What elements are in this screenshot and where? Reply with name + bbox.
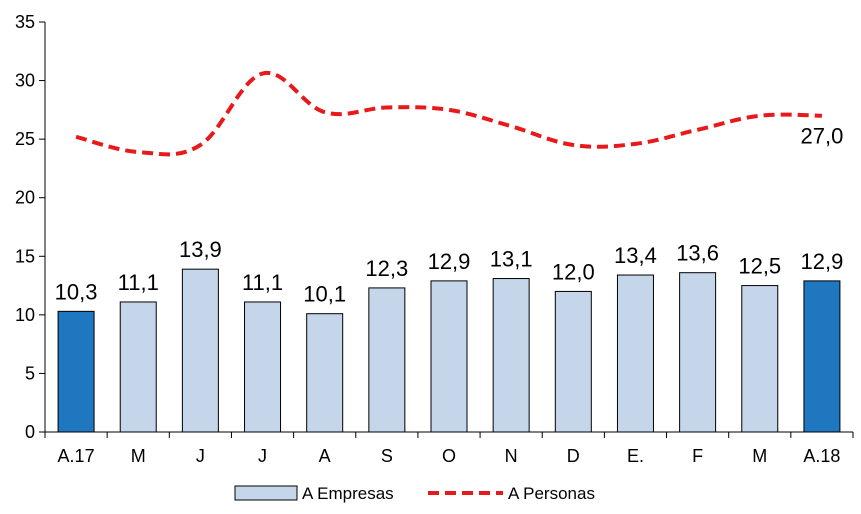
y-tick-label: 20 — [15, 188, 35, 208]
bar — [741, 285, 779, 433]
bar-data-label: 13,6 — [676, 241, 719, 266]
legend: A Empresas A Personas — [234, 484, 595, 503]
bar-data-labels: 10,3 11,1 13,9 11,1 10,1 12,3 12,9 13,1 12,0 13,4… — [55, 237, 844, 307]
bar — [368, 287, 406, 433]
y-tick-label: 35 — [15, 12, 35, 32]
line-last-value-label: 27,0 — [801, 124, 844, 149]
x-axis: A.17 M J J A S O N D E. F M A.18 — [44, 431, 854, 466]
x-tick-label: M — [131, 446, 146, 466]
bar-data-label: 12,9 — [801, 249, 844, 274]
bar-data-label: 13,4 — [614, 243, 657, 268]
y-axis: 0 5 10 15 20 25 30 35 — [15, 12, 46, 442]
x-tick-label: A — [319, 446, 331, 466]
x-tick-label: J — [258, 446, 267, 466]
bar — [554, 290, 592, 433]
bar — [492, 278, 530, 433]
bar-data-label: 13,1 — [490, 247, 533, 272]
bar-data-label: 10,3 — [55, 279, 98, 304]
bar — [119, 301, 157, 433]
y-tick-label: 10 — [15, 305, 35, 325]
legend-swatch-empresas — [234, 485, 298, 501]
bar — [306, 313, 344, 433]
bar — [803, 280, 841, 433]
x-tick-label: A.17 — [58, 446, 95, 466]
x-tick-label: J — [196, 446, 205, 466]
x-tick-label: F — [692, 446, 703, 466]
bar-data-label: 11,1 — [118, 270, 159, 295]
bar — [244, 301, 282, 433]
bar-data-label: 13,9 — [179, 237, 222, 262]
y-tick-label: 25 — [15, 129, 35, 149]
x-tick-label: O — [442, 446, 456, 466]
bar — [430, 280, 468, 433]
y-tick-label: 0 — [25, 422, 35, 442]
bar-data-label: 12,5 — [738, 254, 781, 279]
bar-data-label: 11,1 — [242, 270, 283, 295]
legend-label-empresas: A Empresas — [302, 484, 394, 503]
x-tick-label: A.18 — [803, 446, 840, 466]
y-tick-label: 15 — [15, 246, 35, 266]
bar — [57, 310, 95, 433]
y-tick-label: 30 — [15, 71, 35, 91]
x-tick-label: E. — [627, 446, 644, 466]
bar-data-label: 12,3 — [365, 256, 408, 281]
legend-label-personas: A Personas — [508, 484, 595, 503]
personas-line — [75, 71, 822, 157]
bar-series-empresas — [57, 268, 841, 433]
line-series-personas: 27,0 — [75, 71, 844, 157]
bar — [679, 272, 717, 433]
x-tick-label: D — [567, 446, 580, 466]
bar-data-label: 12,9 — [428, 249, 471, 274]
x-tick-label: M — [752, 446, 767, 466]
bar — [181, 268, 219, 433]
bar-data-label: 12,0 — [552, 259, 595, 284]
x-tick-label: N — [505, 446, 518, 466]
y-tick-label: 5 — [25, 363, 35, 383]
bar — [616, 274, 654, 433]
bar-data-label: 10,1 — [303, 282, 346, 307]
x-tick-label: S — [381, 446, 393, 466]
